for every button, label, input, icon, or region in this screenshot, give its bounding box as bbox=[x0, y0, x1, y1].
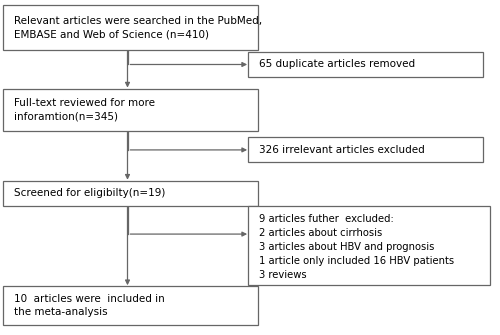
FancyBboxPatch shape bbox=[248, 137, 482, 162]
FancyBboxPatch shape bbox=[2, 286, 258, 325]
FancyBboxPatch shape bbox=[248, 52, 482, 77]
Text: Relevant articles were searched in the PubMed,
EMBASE and Web of Science (n=410): Relevant articles were searched in the P… bbox=[14, 16, 262, 40]
FancyBboxPatch shape bbox=[248, 206, 490, 285]
Text: Screened for eligibilty(n=19): Screened for eligibilty(n=19) bbox=[14, 189, 166, 198]
Text: Full-text reviewed for more
inforamtion(n=345): Full-text reviewed for more inforamtion(… bbox=[14, 98, 155, 122]
Text: 10  articles were  included in
the meta-analysis: 10 articles were included in the meta-an… bbox=[14, 294, 165, 318]
FancyBboxPatch shape bbox=[2, 89, 258, 131]
Text: 65 duplicate articles removed: 65 duplicate articles removed bbox=[259, 60, 415, 69]
Text: 9 articles futher  excluded:
2 articles about cirrhosis
3 articles about HBV and: 9 articles futher excluded: 2 articles a… bbox=[259, 214, 454, 280]
Text: 326 irrelevant articles excluded: 326 irrelevant articles excluded bbox=[259, 145, 425, 155]
FancyBboxPatch shape bbox=[2, 181, 258, 206]
FancyBboxPatch shape bbox=[2, 5, 258, 50]
